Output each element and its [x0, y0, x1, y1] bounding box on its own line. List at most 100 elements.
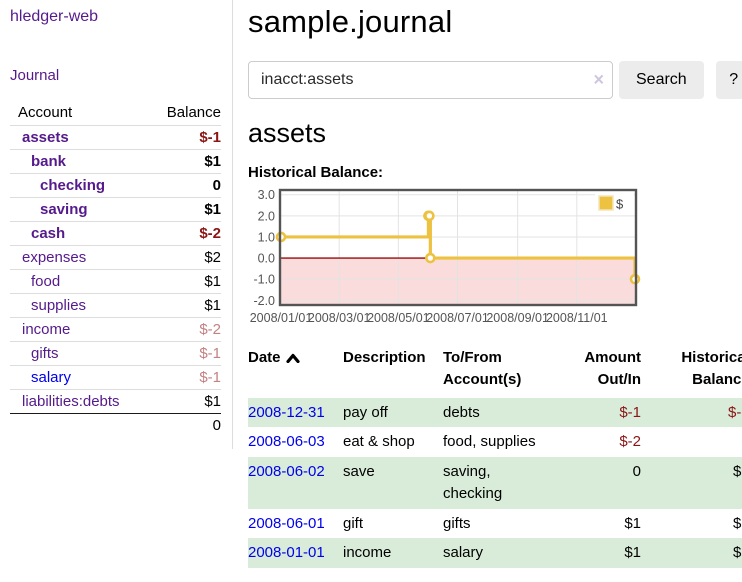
- search-form: × Search ?: [248, 61, 742, 99]
- main-content: sample.journal × Search ? assets Histori…: [233, 0, 742, 568]
- account-row: salary $-1: [10, 365, 221, 390]
- account-balance: $-2: [199, 225, 221, 242]
- transaction-description: save: [343, 463, 375, 480]
- transaction-date-link[interactable]: 2008-12-31: [248, 403, 325, 421]
- account-link-supplies[interactable]: supplies: [31, 297, 87, 314]
- svg-text:2008/03/01: 2008/03/01: [308, 311, 371, 325]
- transaction-date-link[interactable]: 2008-06-03: [248, 433, 325, 451]
- transaction-description: income: [343, 544, 392, 562]
- account-link-cash[interactable]: cash: [31, 225, 66, 242]
- balance-chart-wrap: $3.0 2.0 1.0 0.0 -1.0 -2.0 2008/01/01 2008/03/0…: [248, 188, 742, 330]
- svg-text:-1.0: -1.0: [253, 273, 275, 287]
- account-balance: 0: [212, 177, 221, 194]
- svg-text:2.0: 2.0: [258, 209, 275, 223]
- transaction-amount: $1: [624, 544, 641, 562]
- clear-search-icon[interactable]: ×: [593, 69, 604, 90]
- register-header-description: Description: [343, 349, 426, 366]
- transaction-accounts: salary: [443, 544, 484, 562]
- svg-text:2008/11/01: 2008/11/01: [546, 311, 608, 325]
- accounts-table: Account Balance assets $-1 bank $1 check…: [10, 101, 221, 437]
- accounts-total-balance: 0: [212, 417, 221, 434]
- sidebar: hledger-web Journal Account Balance asse…: [0, 0, 233, 449]
- account-link-expenses[interactable]: expenses: [22, 249, 87, 266]
- transaction-date-link[interactable]: 2008-01-01: [248, 544, 325, 562]
- register-row: 2008-06-02 save saving, checking 0 $2: [248, 457, 742, 509]
- register-header-row: Date Description To/From Account(s) Amou…: [248, 346, 742, 398]
- account-balance: $-2: [199, 321, 221, 338]
- sidebar-nav: Journal: [10, 67, 221, 84]
- search-button[interactable]: Search: [619, 61, 704, 99]
- sidebar-item-journal[interactable]: Journal: [10, 67, 60, 84]
- account-link-bank[interactable]: bank: [31, 153, 67, 170]
- transaction-description: eat & shop: [343, 433, 415, 451]
- account-row: gifts $-1: [10, 341, 221, 366]
- register-table: Date Description To/From Account(s) Amou…: [248, 346, 742, 568]
- account-link-saving[interactable]: saving: [40, 201, 88, 218]
- account-link-assets[interactable]: assets: [22, 129, 69, 146]
- account-heading: assets: [248, 118, 327, 148]
- transaction-balance: 0: [643, 427, 742, 457]
- accounts-header-account: Account: [18, 104, 73, 121]
- transaction-accounts: debts: [443, 403, 480, 421]
- account-link-liabilities-debts[interactable]: liabilities:debts: [22, 393, 120, 410]
- transaction-accounts: food, supplies: [443, 433, 536, 451]
- register-header-amount: Amount Out/In: [584, 349, 641, 388]
- svg-text:-2.0: -2.0: [253, 294, 275, 308]
- account-row: checking 0: [10, 173, 221, 198]
- account-row: liabilities:debts $1: [10, 389, 221, 414]
- transaction-description: gift: [343, 514, 364, 532]
- account-balance: $-1: [199, 345, 221, 362]
- register-row: 2008-06-03 eat & shop food, supplies $-2…: [248, 427, 742, 457]
- transaction-amount: $-1: [619, 403, 641, 421]
- account-link-income[interactable]: income: [22, 321, 71, 338]
- account-balance: $1: [204, 201, 221, 218]
- account-row: income $-2: [10, 317, 221, 342]
- svg-text:$: $: [616, 197, 624, 212]
- account-balance: $-1: [199, 129, 221, 146]
- search-input[interactable]: [248, 61, 613, 99]
- account-row: assets $-1: [10, 125, 221, 150]
- svg-text:2008/07/01: 2008/07/01: [426, 311, 489, 325]
- help-button[interactable]: ?: [715, 61, 742, 99]
- transaction-date-link[interactable]: 2008-06-02: [248, 463, 325, 480]
- balance-chart: $3.0 2.0 1.0 0.0 -1.0 -2.0 2008/01/012008/03/0…: [250, 188, 641, 325]
- register-row: 2008-12-31 pay off debts $-1 $-1: [248, 397, 742, 428]
- svg-text:0.0: 0.0: [258, 252, 275, 266]
- register-header-date-label: Date: [248, 349, 281, 366]
- transaction-amount: $-2: [619, 433, 641, 451]
- accounts-total-row: 0: [10, 413, 221, 438]
- account-balance: $2: [204, 249, 221, 266]
- page-title: sample.journal: [248, 4, 453, 39]
- transaction-description: pay off: [343, 403, 388, 421]
- app-window: hledger-web Journal Account Balance asse…: [0, 0, 742, 568]
- search-field-wrap: ×: [248, 61, 613, 99]
- account-link-checking[interactable]: checking: [40, 177, 106, 194]
- account-link-salary[interactable]: salary: [31, 369, 72, 386]
- app-title-link[interactable]: hledger-web: [10, 8, 99, 25]
- svg-text:2008/01/01: 2008/01/01: [250, 311, 313, 325]
- account-row: cash $-2: [10, 221, 221, 246]
- transaction-balance: $1: [733, 544, 742, 562]
- account-row: expenses $2: [10, 245, 221, 270]
- chart-title: Historical Balance:: [248, 164, 384, 181]
- transaction-accounts: gifts: [443, 514, 471, 532]
- svg-text:3.0: 3.0: [258, 188, 275, 202]
- account-link-food[interactable]: food: [31, 273, 61, 290]
- account-balance: $1: [204, 297, 221, 314]
- register-row: 2008-06-01 gift gifts $1 $2: [248, 509, 742, 539]
- account-balance: $-1: [199, 369, 221, 386]
- svg-text:2008/09/01: 2008/09/01: [486, 311, 549, 325]
- svg-text:2008/05/01: 2008/05/01: [367, 311, 430, 325]
- transaction-date-link[interactable]: 2008-06-01: [248, 514, 325, 532]
- account-row: food $1: [10, 269, 221, 294]
- transaction-balance: $2: [733, 463, 742, 480]
- account-row: saving $1: [10, 197, 221, 222]
- account-link-gifts[interactable]: gifts: [31, 345, 59, 362]
- accounts-header-balance: Balance: [166, 104, 221, 121]
- account-row: supplies $1: [10, 293, 221, 318]
- register-header-date[interactable]: Date: [248, 346, 343, 398]
- transaction-amount: $1: [624, 514, 641, 532]
- transaction-balance: $2: [733, 514, 742, 532]
- account-balance: $1: [204, 393, 221, 410]
- account-balance: $1: [204, 153, 221, 170]
